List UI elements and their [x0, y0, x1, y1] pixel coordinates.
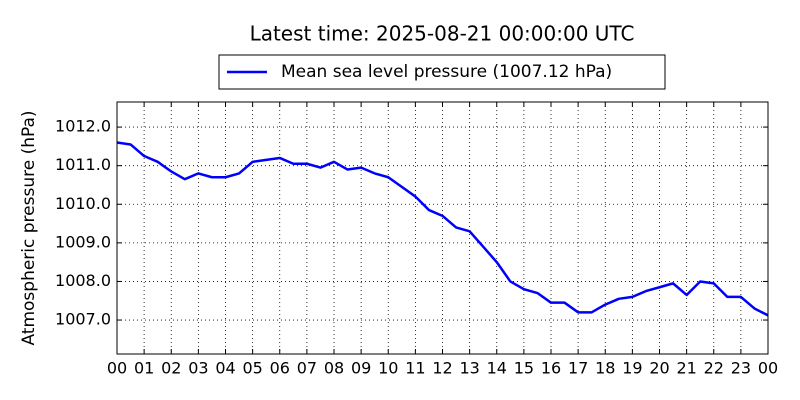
y-tick-label: 1011.0: [55, 155, 111, 174]
x-tick-label: 22: [704, 359, 724, 378]
x-tick-label: 12: [432, 359, 452, 378]
x-tick-label: 04: [215, 359, 235, 378]
x-tick-label: 15: [514, 359, 534, 378]
y-tick-label: 1009.0: [55, 232, 111, 251]
x-tick-label: 00: [758, 359, 778, 378]
x-tick-label: 08: [324, 359, 344, 378]
y-tick-label: 1007.0: [55, 310, 111, 329]
x-tick-label: 11: [405, 359, 425, 378]
y-tick-label: 1012.0: [55, 117, 111, 136]
x-tick-label: 13: [459, 359, 479, 378]
legend-box: [218, 54, 666, 90]
x-tick-label: 00: [107, 359, 127, 378]
x-tick-label: 14: [487, 359, 507, 378]
x-tick-label: 21: [676, 359, 696, 378]
chart-title: Latest time: 2025-08-21 00:00:00 UTC: [250, 22, 635, 46]
x-tick-label: 05: [242, 359, 262, 378]
x-tick-label: 07: [297, 359, 317, 378]
y-tick-label: 1008.0: [55, 271, 111, 290]
x-tick-label: 03: [188, 359, 208, 378]
x-tick-label: 17: [568, 359, 588, 378]
x-tick-label: 23: [731, 359, 751, 378]
plot-frame: [116, 101, 769, 355]
legend-label: Mean sea level pressure (1007.12 hPa): [281, 62, 612, 82]
x-tick-label: 16: [541, 359, 561, 378]
x-tick-label: 09: [351, 359, 371, 378]
x-tick-label: 10: [378, 359, 398, 378]
x-tick-label: 18: [595, 359, 615, 378]
x-tick-label: 02: [161, 359, 181, 378]
data-line: [116, 141, 769, 317]
y-axis-label: Atmospheric pressure (hPa): [19, 110, 39, 345]
x-tick-label: 06: [270, 359, 290, 378]
x-tick-label: 20: [649, 359, 669, 378]
x-tick-label: 01: [134, 359, 154, 378]
y-tick-label: 1010.0: [55, 194, 111, 213]
x-tick-label: 19: [622, 359, 642, 378]
